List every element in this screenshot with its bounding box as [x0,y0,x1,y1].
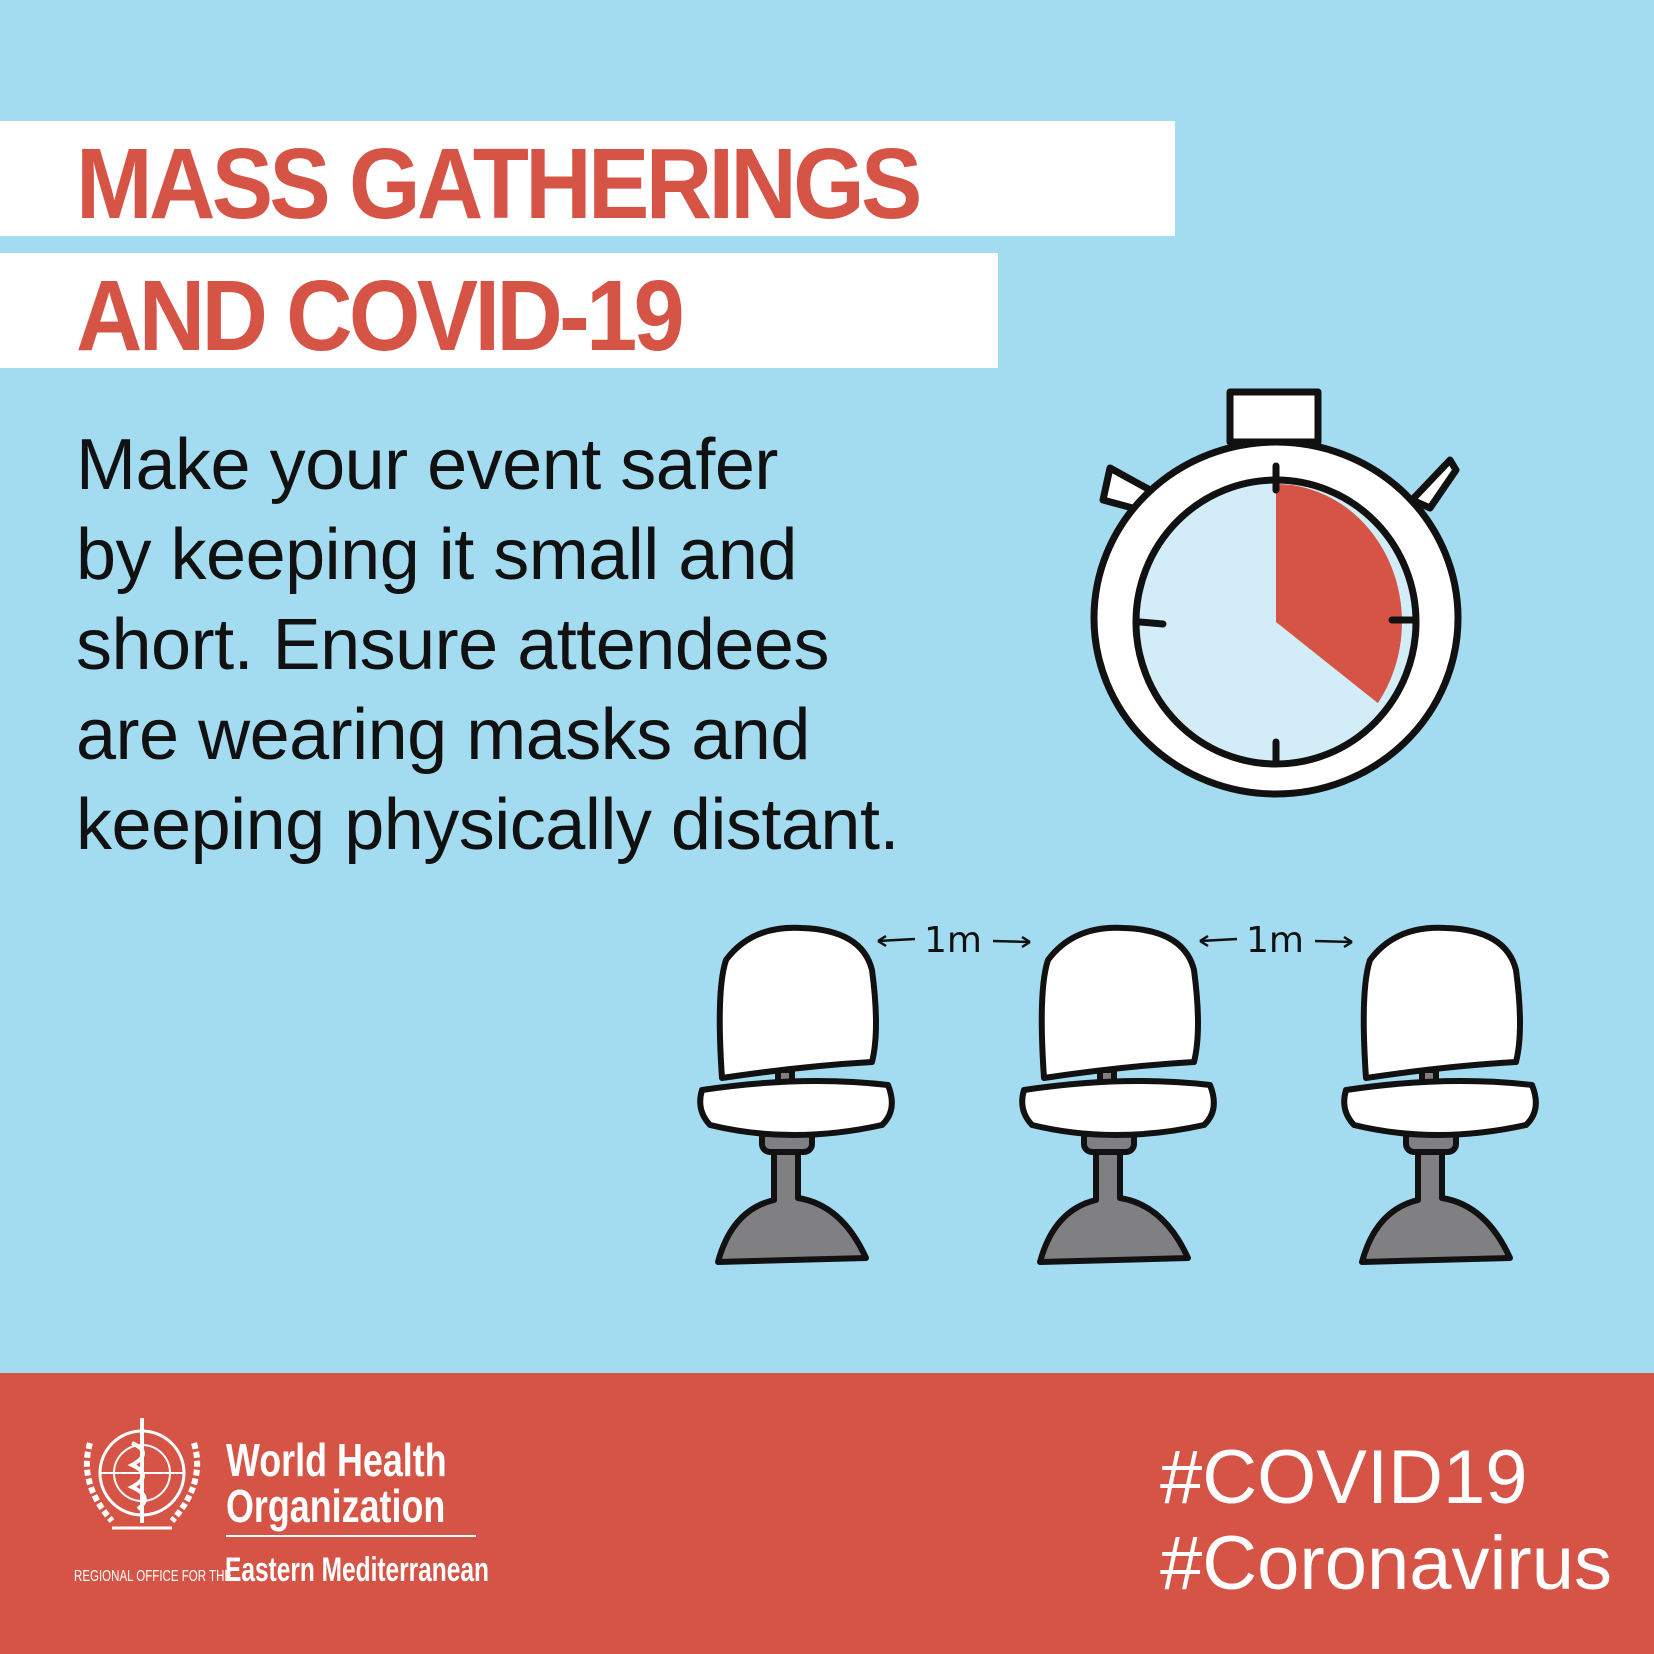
hashtags: #COVID19 #Coronavirus [1160,1435,1612,1607]
title-band-2 [0,253,998,368]
logo-divider [226,1535,476,1537]
body-line: Make your event safer [76,425,778,505]
hashtag: #Coronavirus [1160,1521,1612,1606]
body-message: Make your event safer by keeping it smal… [76,420,899,870]
body-line: by keeping it small and [76,515,797,595]
distance-marker [877,934,1353,949]
who-name-line-1: World Health [226,1434,447,1486]
region-prefix: REGIONAL OFFICE FOR THE [74,1568,233,1585]
body-line: short. Ensure attendees [76,605,829,685]
body-line: are wearing masks and [76,695,810,775]
who-logo-icon [83,1418,201,1530]
who-name-line-2: Organization [226,1480,446,1532]
office-chair-icon [1019,924,1217,1265]
hashtag: #COVID19 [1160,1435,1528,1520]
region-name: Eastern Mediterranean [225,1551,489,1589]
title-band-1 [0,121,1175,236]
office-chair-icon [697,924,895,1265]
stopwatch-icon [1090,388,1462,798]
distance-label: 1m [924,920,982,961]
body-line: keeping physically distant. [76,785,899,865]
footer: World Health Organization REGIONAL OFFIC… [0,1373,1654,1654]
title-line-1: MASS GATHERINGS [76,128,922,240]
distance-label: 1m [1246,920,1304,961]
illustration: 1m 1m [697,388,1539,1265]
office-chair-icon [1341,924,1539,1265]
title-line-2: AND COVID-19 [76,260,685,372]
